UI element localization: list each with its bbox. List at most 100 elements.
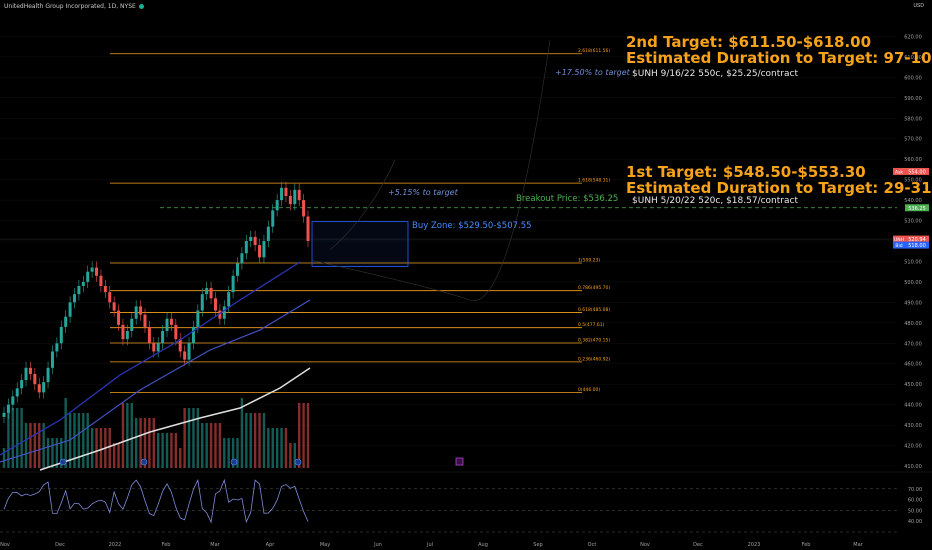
volume-bar [148, 418, 151, 468]
volume-bar [218, 423, 222, 468]
volume-bar [174, 433, 178, 468]
volume-bar [157, 433, 160, 468]
candle-body [222, 306, 226, 319]
candle-body [139, 306, 143, 315]
x-tick-label: Nov [0, 542, 10, 548]
x-tick-label: Jun [373, 542, 382, 548]
rsi-tick-label: 70.00 [908, 487, 922, 493]
volume-bar [143, 418, 147, 468]
volume-bar [262, 413, 266, 468]
candle-body [86, 271, 90, 282]
candle-body [125, 331, 129, 340]
candle-body [50, 351, 54, 368]
candle-body [302, 200, 306, 217]
volume-bar [60, 438, 63, 468]
volume-bar [293, 443, 296, 468]
volume-bar [227, 438, 230, 468]
x-tick-label: Mar [210, 542, 220, 548]
candle-body [147, 326, 151, 344]
price-label-bg [905, 235, 929, 243]
candle-body [11, 396, 15, 405]
target2-title: 2nd Target: $611.50-$618.00 [626, 33, 872, 51]
price-tag-label: Ask [895, 169, 903, 175]
candle-body [130, 318, 134, 331]
candle-body [33, 373, 37, 385]
volume-bar [46, 438, 50, 468]
x-tick-label: May [320, 542, 330, 548]
candle-body [15, 388, 19, 397]
y-tick-label: 580.00 [904, 116, 922, 122]
target1-pct: +5.15% to target [388, 188, 458, 197]
candle-body [121, 324, 125, 340]
y-tick-label: 560.00 [904, 157, 922, 163]
volume-bar [231, 438, 235, 468]
x-tick-label: Nov [640, 542, 650, 548]
projection-curve [311, 39, 551, 301]
volume-bar [29, 423, 32, 468]
target2-pct: +17.50% to target [555, 68, 630, 77]
candle-body [28, 367, 32, 374]
fib-label: 1.618(548.31) [578, 178, 610, 184]
event-marker-icon [140, 458, 148, 466]
candle-body [134, 306, 138, 319]
price-label-bg [905, 167, 929, 175]
rsi-tick-label: 50.00 [908, 508, 922, 514]
volume-bar [267, 428, 270, 468]
x-tick-label: Aug [478, 542, 488, 548]
volume-bar [73, 413, 76, 468]
candle-body [77, 286, 81, 295]
price-label-bg [905, 204, 929, 212]
y-tick-label: 500.00 [904, 280, 922, 286]
price-tag [893, 167, 905, 175]
candle-body [227, 292, 231, 307]
volume-bar [77, 413, 81, 468]
price-label: 520.94 [908, 237, 926, 243]
candle-body [161, 331, 165, 344]
event-marker-icon [294, 458, 302, 466]
fib-label: 0.382(470.15) [578, 337, 610, 343]
target2-duration: Estimated Duration to Target: 97-100d [626, 49, 932, 67]
candle-body [90, 267, 94, 272]
y-tick-label: 430.00 [904, 423, 922, 429]
price-tag-label: Bid [895, 243, 902, 249]
volume-bar [51, 438, 54, 468]
candle-body [103, 286, 107, 293]
candle-body [178, 339, 182, 352]
candle-body [108, 292, 112, 303]
volume-bar [223, 438, 226, 468]
fib-label: 0.5(477.61) [578, 322, 605, 328]
breakout-label: Breakout Price: $536.25 [516, 194, 619, 204]
x-tick-label: Oct [588, 542, 597, 548]
volume-bar [258, 413, 261, 468]
candle-body [275, 200, 279, 211]
x-tick-label: Dec [55, 542, 65, 548]
volume-bar [205, 423, 208, 468]
candle-body [42, 382, 46, 393]
volume-bar [165, 433, 169, 468]
volume-bar [86, 413, 89, 468]
volume-bar [187, 408, 191, 468]
volume-bar [95, 428, 98, 468]
volume-bar [139, 418, 142, 468]
buy-zone-label: Buy Zone: $529.50-$507.55 [412, 221, 532, 231]
candle-body [258, 245, 262, 258]
volume-bar [130, 403, 133, 468]
volume-bar [134, 418, 138, 468]
candle-body [306, 216, 310, 241]
volume-bar [82, 413, 85, 468]
candle-body [244, 241, 248, 254]
volume-bar [214, 423, 217, 468]
candle-body [231, 275, 235, 293]
ma-blue-line [0, 261, 301, 456]
volume-bar [236, 438, 239, 468]
price-label-bg [905, 241, 929, 249]
y-tick-label: 530.00 [904, 219, 922, 225]
target2-option: $UNH 9/16/22 550c, $25.25/contract [632, 69, 798, 79]
x-tick-label: 2023 [748, 542, 761, 548]
fib-label: 0(446.00) [578, 387, 600, 393]
candle-body [280, 187, 284, 201]
candle-body [37, 384, 41, 393]
volume-bar [11, 408, 15, 468]
y-tick-label: 470.00 [904, 341, 922, 347]
